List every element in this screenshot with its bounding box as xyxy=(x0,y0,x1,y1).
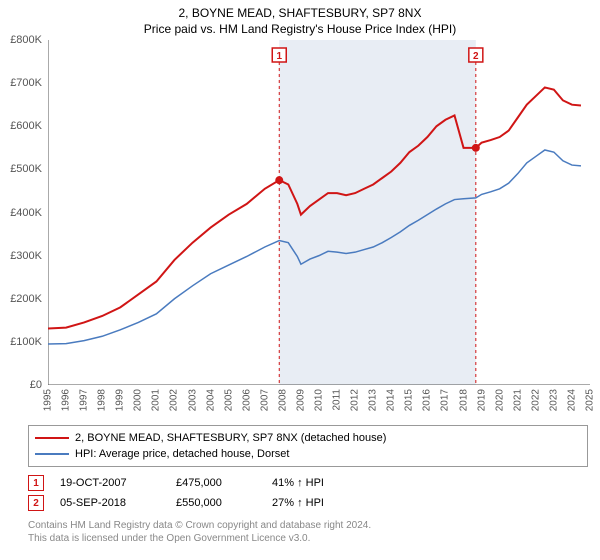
y-tick-label: £100K xyxy=(10,336,42,348)
legend-swatch xyxy=(35,437,69,439)
x-tick-label: 2007 xyxy=(259,389,270,411)
svg-text:1: 1 xyxy=(276,51,282,62)
x-tick-label: 2021 xyxy=(512,389,523,411)
chart-plot-area: £0£100K£200K£300K£400K£500K£600K£700K£80… xyxy=(48,40,590,385)
y-tick-label: £0 xyxy=(30,379,42,391)
x-tick-label: 2009 xyxy=(295,389,306,411)
y-tick-label: £400K xyxy=(10,207,42,219)
disclaimer-line: Contains HM Land Registry data © Crown c… xyxy=(28,519,588,532)
event-row: 2 05-SEP-2018 £550,000 27% ↑ HPI xyxy=(28,493,588,513)
x-tick-label: 2003 xyxy=(187,389,198,411)
chart-x-axis-labels: 1995199619971998199920002001200220032004… xyxy=(48,385,590,419)
y-tick-label: £200K xyxy=(10,293,42,305)
x-tick-label: 2023 xyxy=(548,389,559,411)
event-date: 19-OCT-2007 xyxy=(60,477,160,489)
event-price: £550,000 xyxy=(176,497,256,509)
event-price: £475,000 xyxy=(176,477,256,489)
disclaimer-line: This data is licensed under the Open Gov… xyxy=(28,532,588,545)
x-tick-label: 2014 xyxy=(386,389,397,411)
x-tick-label: 1995 xyxy=(43,389,54,411)
chart-title-subtitle: Price paid vs. HM Land Registry's House … xyxy=(0,20,600,40)
x-tick-label: 2022 xyxy=(530,389,541,411)
x-tick-label: 2013 xyxy=(368,389,379,411)
x-tick-label: 2016 xyxy=(422,389,433,411)
event-badge: 2 xyxy=(28,495,44,511)
x-tick-label: 2008 xyxy=(277,389,288,411)
y-tick-label: £500K xyxy=(10,163,42,175)
chart-title-address: 2, BOYNE MEAD, SHAFTESBURY, SP7 8NX xyxy=(0,0,600,20)
x-tick-label: 2010 xyxy=(314,389,325,411)
legend-item: 2, BOYNE MEAD, SHAFTESBURY, SP7 8NX (det… xyxy=(35,430,581,446)
chart-svg: 12 xyxy=(48,40,590,385)
x-tick-label: 2025 xyxy=(585,389,596,411)
x-tick-label: 2006 xyxy=(241,389,252,411)
disclaimer: Contains HM Land Registry data © Crown c… xyxy=(28,519,588,545)
x-tick-label: 1996 xyxy=(61,389,72,411)
legend-item: HPI: Average price, detached house, Dors… xyxy=(35,446,581,462)
y-tick-label: £800K xyxy=(10,34,42,46)
event-badge: 1 xyxy=(28,475,44,491)
x-tick-label: 2019 xyxy=(476,389,487,411)
legend-swatch xyxy=(35,453,69,455)
x-tick-label: 1997 xyxy=(79,389,90,411)
x-tick-label: 2020 xyxy=(494,389,505,411)
x-tick-label: 2024 xyxy=(566,389,577,411)
x-tick-label: 1998 xyxy=(97,389,108,411)
legend: 2, BOYNE MEAD, SHAFTESBURY, SP7 8NX (det… xyxy=(28,425,588,467)
x-tick-label: 2017 xyxy=(440,389,451,411)
event-list: 1 19-OCT-2007 £475,000 41% ↑ HPI 2 05-SEP-201… xyxy=(28,473,588,513)
x-tick-label: 1999 xyxy=(115,389,126,411)
event-date: 05-SEP-2018 xyxy=(60,497,160,509)
x-tick-label: 2005 xyxy=(223,389,234,411)
x-tick-label: 2011 xyxy=(332,389,343,411)
x-tick-label: 2012 xyxy=(350,389,361,411)
x-tick-label: 2004 xyxy=(205,389,216,411)
x-tick-label: 2001 xyxy=(151,389,162,411)
x-tick-label: 2018 xyxy=(458,389,469,411)
y-tick-label: £300K xyxy=(10,250,42,262)
event-row: 1 19-OCT-2007 £475,000 41% ↑ HPI xyxy=(28,473,588,493)
legend-label: HPI: Average price, detached house, Dors… xyxy=(75,448,289,460)
event-hpi: 41% ↑ HPI xyxy=(272,477,352,489)
x-tick-label: 2000 xyxy=(133,389,144,411)
svg-text:2: 2 xyxy=(473,51,479,62)
legend-label: 2, BOYNE MEAD, SHAFTESBURY, SP7 8NX (det… xyxy=(75,432,386,444)
y-tick-label: £600K xyxy=(10,120,42,132)
event-hpi: 27% ↑ HPI xyxy=(272,497,352,509)
x-tick-label: 2015 xyxy=(404,389,415,411)
y-tick-label: £700K xyxy=(10,77,42,89)
x-tick-label: 2002 xyxy=(169,389,180,411)
